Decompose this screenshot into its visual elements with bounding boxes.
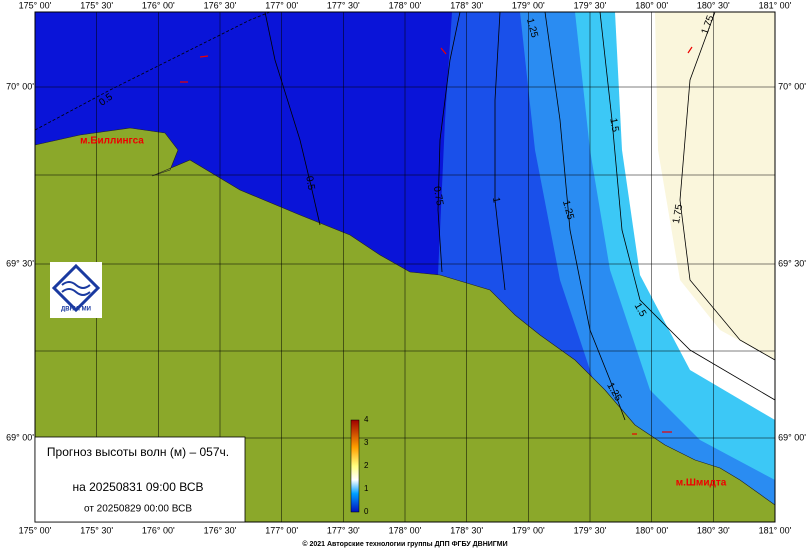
contour-label: 1.25 bbox=[524, 17, 540, 39]
place-label: м.Шмидта bbox=[676, 478, 727, 489]
colorbar-tick-label: 4 bbox=[364, 415, 369, 424]
logo-waves bbox=[61, 281, 91, 296]
legend-valid: на 20250831 09:00 ВСВ bbox=[73, 480, 204, 494]
markers bbox=[180, 46, 693, 435]
footer: © 2021 Авторские технологии группы ДПП Ф… bbox=[302, 540, 507, 548]
lat-label: 69° 00' bbox=[6, 432, 34, 442]
grid bbox=[35, 12, 775, 522]
logo: ДВНИГМИ bbox=[50, 262, 102, 318]
colorbar-tick-label: 2 bbox=[364, 461, 369, 470]
sea-band bbox=[655, 12, 775, 360]
contour-label: 0.75 bbox=[431, 185, 445, 207]
lat-label: 69° 00' bbox=[778, 432, 806, 442]
lon-label: 177° 30' bbox=[327, 525, 360, 535]
lat-label: 70° 00' bbox=[778, 81, 806, 91]
legend-issued: от 20250829 00:00 ВСВ bbox=[84, 504, 192, 515]
lon-label: 176° 30' bbox=[204, 0, 237, 10]
lon-label: 180° 30' bbox=[697, 0, 730, 10]
contours bbox=[35, 12, 775, 421]
lon-label: 176° 00' bbox=[142, 0, 175, 10]
colorbar-tick-label: 1 bbox=[364, 484, 369, 493]
lon-label: 177° 00' bbox=[265, 0, 298, 10]
legend: Прогноз высоты волн (м) – 057ч. на 20250… bbox=[34, 436, 246, 523]
contour-label: 1.75 bbox=[671, 203, 685, 225]
lon-label: 179° 00' bbox=[512, 0, 545, 10]
lat-label: 69° 30' bbox=[778, 258, 806, 268]
lon-label: 175° 30' bbox=[80, 525, 113, 535]
contour-label: 1.25 bbox=[560, 199, 576, 221]
lon-label: 178° 30' bbox=[450, 525, 483, 535]
map-area bbox=[35, 12, 775, 522]
lon-label: 180° 30' bbox=[697, 525, 730, 535]
logo-diamond bbox=[51, 263, 101, 313]
lon-label: 176° 00' bbox=[142, 525, 175, 535]
lon-label: 177° 00' bbox=[265, 525, 298, 535]
colorbar-tick-label: 3 bbox=[364, 438, 369, 447]
lon-label: 175° 00' bbox=[19, 0, 52, 10]
colorbar-tick-label: 0 bbox=[364, 507, 369, 516]
contour-label: 1.5 bbox=[607, 117, 620, 133]
legend-title: Прогноз высоты волн (м) – 057ч. bbox=[47, 445, 229, 459]
lon-label: 180° 00' bbox=[635, 525, 668, 535]
legend-box bbox=[34, 436, 246, 523]
lat-label: 69° 30' bbox=[6, 258, 34, 268]
lon-label: 178° 00' bbox=[389, 0, 422, 10]
lon-label: 176° 30' bbox=[204, 525, 237, 535]
logo-text: ДВНИГМИ bbox=[61, 307, 91, 313]
lon-label: 179° 30' bbox=[574, 525, 607, 535]
lon-label: 178° 00' bbox=[389, 525, 422, 535]
lon-label: 175° 30' bbox=[80, 0, 113, 10]
lon-label: 177° 30' bbox=[327, 0, 360, 10]
place-label: м.Биллингса bbox=[80, 136, 144, 147]
contour-label: 1 bbox=[490, 196, 502, 204]
lon-label: 179° 30' bbox=[574, 0, 607, 10]
frame bbox=[34, 11, 776, 523]
lon-label: 178° 30' bbox=[450, 0, 483, 10]
lon-label: 175° 00' bbox=[19, 525, 52, 535]
lon-label: 179° 00' bbox=[512, 525, 545, 535]
lon-label: 181° 00' bbox=[759, 0, 792, 10]
contour-label: 0.5 bbox=[303, 175, 316, 191]
lat-label: 70° 00' bbox=[6, 81, 34, 91]
colorbar bbox=[350, 419, 360, 513]
lon-label: 180° 00' bbox=[635, 0, 668, 10]
lon-label: 181° 00' bbox=[759, 525, 792, 535]
